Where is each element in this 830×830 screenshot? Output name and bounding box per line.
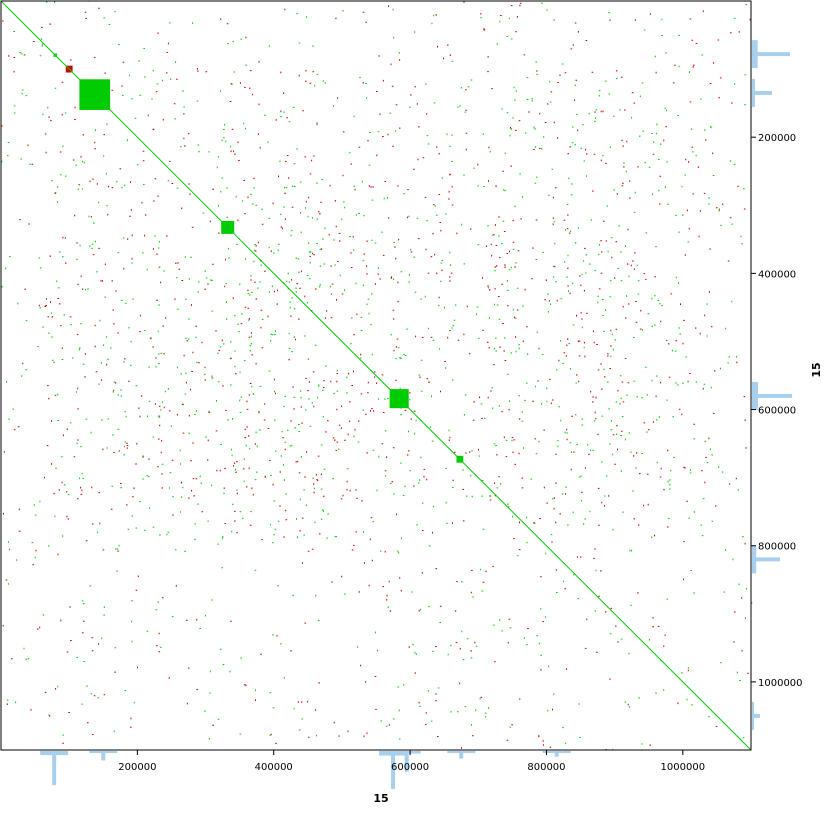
coverage-peak [554,751,559,757]
coverage-peak [101,751,106,761]
x-tick-label: 400000 [255,762,293,773]
y-tick-label: 800000 [758,542,796,553]
x-tick-label: 800000 [527,762,565,773]
coverage-peak [459,751,464,759]
x-tick-label: 1000000 [661,762,706,773]
plot-frame [0,0,752,751]
coverage-peak [752,90,772,95]
coverage-peak-base [542,751,571,753]
coverage-peak-base [392,751,421,754]
y-axis-ticks: 200000 400000 600000 800000 1000000 [751,133,803,689]
y-coverage-track [752,40,792,730]
forward-matches [1,0,748,751]
coverage-peak [752,713,760,718]
x-axis-label: 15 [373,792,388,805]
coverage-peak-base [752,701,754,730]
coverage-peak-base [752,40,758,69]
x-tick-label: 600000 [391,762,429,773]
coverage-peak [752,52,790,57]
reverse-matches [1,1,753,751]
y-axis-label: 15 [810,362,823,377]
coverage-peak-base [447,751,476,753]
coverage-peak [752,557,780,562]
x-coverage-track [40,751,571,789]
dot-matches [1,0,753,751]
coverage-peak [391,751,396,789]
coverage-peak [752,393,792,398]
coverage-peak [52,751,57,786]
y-tick-label: 200000 [758,133,796,144]
coverage-peak [404,751,409,772]
y-tick-label: 1000000 [758,678,803,689]
y-tick-label: 600000 [758,406,796,417]
diagonal-line [0,0,752,751]
x-tick-label: 200000 [118,762,156,773]
coverage-peak-base [752,381,758,410]
y-tick-label: 400000 [758,269,796,280]
coverage-peak-base [40,751,69,756]
coverage-peak-base [752,78,755,107]
x-axis-ticks: 200000 400000 600000 800000 1000000 [118,750,705,773]
coverage-peak-base [89,751,118,753]
coverage-peak-base [752,545,757,574]
